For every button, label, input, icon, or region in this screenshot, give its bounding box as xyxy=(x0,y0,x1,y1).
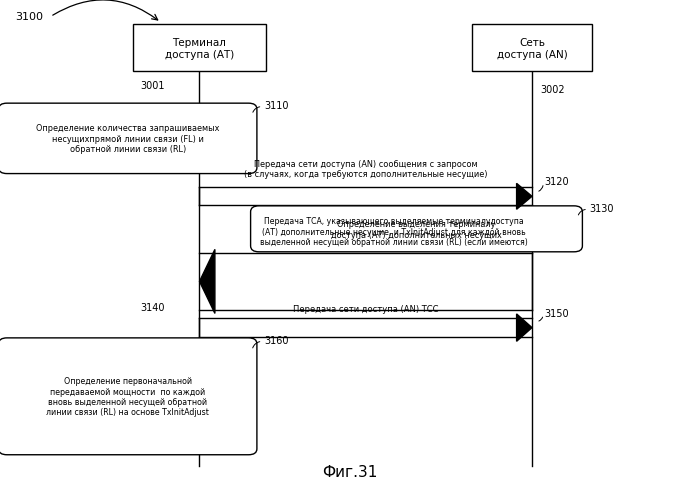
Text: Определение выделения терминалу
доступа (АТ) дополнительных несущих: Определение выделения терминалу доступа … xyxy=(331,220,502,239)
Text: Определение первоначальной
передаваемой мощности  по каждой
вновь выделенной нес: Определение первоначальной передаваемой … xyxy=(46,376,209,417)
Text: Передача ТСА, указывающего выделяемые терминалудоступа
(АТ) дополнительные несущ: Передача ТСА, указывающего выделяемые те… xyxy=(260,217,528,246)
Text: 3130: 3130 xyxy=(589,203,614,213)
Text: 3110: 3110 xyxy=(264,101,288,111)
Text: Терминал
доступа (АТ): Терминал доступа (АТ) xyxy=(165,38,234,60)
FancyBboxPatch shape xyxy=(132,25,266,72)
Text: Фиг.31: Фиг.31 xyxy=(322,464,378,479)
Text: 3100: 3100 xyxy=(15,12,43,21)
Polygon shape xyxy=(517,314,532,342)
FancyBboxPatch shape xyxy=(0,338,257,455)
Text: 3001: 3001 xyxy=(140,81,164,90)
Polygon shape xyxy=(199,250,215,314)
Text: 3120: 3120 xyxy=(545,177,569,187)
Text: Сеть
доступа (AN): Сеть доступа (AN) xyxy=(496,38,568,60)
FancyBboxPatch shape xyxy=(0,104,257,174)
FancyBboxPatch shape xyxy=(251,206,582,252)
Text: Передача сети доступа (AN) сообщения с запросом
(в случаях, когда требуются допо: Передача сети доступа (AN) сообщения с з… xyxy=(244,160,487,179)
FancyBboxPatch shape xyxy=(472,25,592,72)
Text: 3002: 3002 xyxy=(540,85,565,95)
Text: 3150: 3150 xyxy=(545,308,569,318)
Text: 3160: 3160 xyxy=(264,335,288,345)
Polygon shape xyxy=(517,184,532,210)
Text: 3140: 3140 xyxy=(140,303,164,312)
Text: Определение количества запрашиваемых
несущихпрямой линии связи (FL) и
обратной л: Определение количества запрашиваемых нес… xyxy=(36,124,219,154)
Text: Передача сети доступа (AN) ТСС: Передача сети доступа (AN) ТСС xyxy=(293,305,438,313)
